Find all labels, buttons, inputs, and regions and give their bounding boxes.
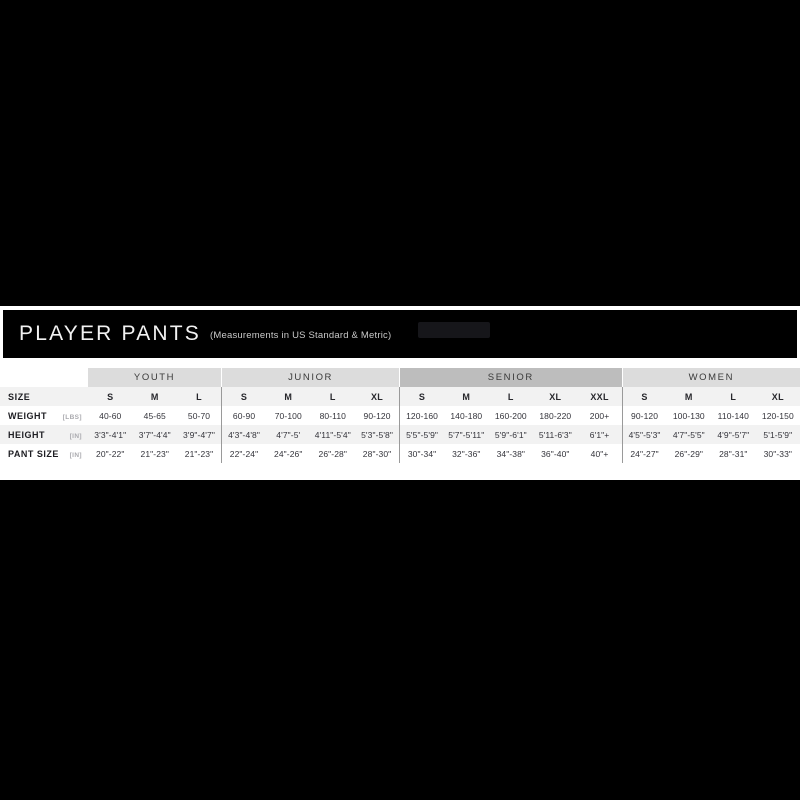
size-header-youth-m: M xyxy=(132,387,177,406)
cell-weight-senior-l: 160-200 xyxy=(488,406,534,425)
page-subtitle: (Measurements in US Standard & Metric) xyxy=(210,329,392,341)
cell-weight-senior-xl: 180-220 xyxy=(533,406,578,425)
size-header-youth-l: L xyxy=(177,387,222,406)
cell-pant-size-junior-xl: 28"-30" xyxy=(355,444,400,463)
size-header-women-l: L xyxy=(711,387,756,406)
cell-height-senior-s: 5'5"-5'9" xyxy=(399,425,445,444)
cell-height-women-s: 4'5"-5'3" xyxy=(621,425,667,444)
group-header-women: WOMEN xyxy=(621,368,800,387)
size-header-youth-s: S xyxy=(88,387,133,406)
size-header-senior-xxl: XXL xyxy=(577,387,623,406)
size-header-junior-s: S xyxy=(221,387,267,406)
size-header-row: SIZE S M L S M L XL S M L XL XXL S M L XL xyxy=(0,387,800,406)
row-label-unit: [IN] xyxy=(69,451,82,459)
cell-height-senior-m: 5'7"-5'11" xyxy=(444,425,489,444)
cell-pant-size-youth-s: 20"-22" xyxy=(88,444,133,463)
group-header-spacer xyxy=(0,368,88,387)
size-chart-table: YOUTH JUNIOR SENIOR WOMEN SIZE S M L S M L XL S M L XL… xyxy=(0,368,800,463)
size-header-women-m: M xyxy=(666,387,712,406)
row-label-pant-size: PANT SIZE [IN] xyxy=(0,444,88,463)
cell-pant-size-women-xl: 30"-33" xyxy=(755,444,800,463)
cell-pant-size-youth-m: 21"-23" xyxy=(132,444,177,463)
background-top xyxy=(0,0,800,306)
cell-pant-size-junior-s: 22"-24" xyxy=(221,444,267,463)
table-row: WEIGHT [LBS] 40-60 45-65 50-70 60-90 70-100 80-… xyxy=(0,406,800,425)
cell-weight-youth-l: 50-70 xyxy=(177,406,222,425)
background-bottom xyxy=(0,480,800,800)
cell-height-senior-l: 5'9"-6'1" xyxy=(488,425,534,444)
title-artifact xyxy=(418,322,490,338)
size-header-senior-xl: XL xyxy=(533,387,578,406)
table-row: HEIGHT [IN] 3'3"-4'1" 3'7"-4'4" 3'9"-4'7" 4'3… xyxy=(0,425,800,444)
cell-weight-junior-l: 80-110 xyxy=(310,406,356,425)
cell-weight-senior-s: 120-160 xyxy=(399,406,445,425)
cell-height-senior-xxl: 6'1"+ xyxy=(577,425,623,444)
row-label-unit: [LBS] xyxy=(62,413,82,421)
row-label-weight: WEIGHT [LBS] xyxy=(0,406,88,425)
cell-weight-women-xl: 120-150 xyxy=(755,406,800,425)
cell-pant-size-women-m: 26"-29" xyxy=(666,444,712,463)
size-header-senior-l: L xyxy=(488,387,534,406)
size-header-women-s: S xyxy=(621,387,667,406)
cell-height-youth-m: 3'7"-4'4" xyxy=(132,425,177,444)
cell-weight-senior-m: 140-180 xyxy=(444,406,489,425)
cell-pant-size-junior-m: 24"-26" xyxy=(266,444,311,463)
cell-weight-women-l: 110-140 xyxy=(711,406,756,425)
cell-height-women-xl: 5'1-5'9" xyxy=(755,425,800,444)
cell-height-junior-m: 4'7"-5' xyxy=(266,425,311,444)
cell-pant-size-women-s: 24"-27" xyxy=(621,444,667,463)
cell-pant-size-youth-l: 21"-23" xyxy=(177,444,222,463)
size-column-header: SIZE xyxy=(0,387,88,406)
cell-height-youth-l: 3'9"-4'7" xyxy=(177,425,222,444)
title-bar: PLAYER PANTS (Measurements in US Standar… xyxy=(3,310,797,358)
cell-height-women-l: 4'9"-5'7" xyxy=(711,425,756,444)
table-head: YOUTH JUNIOR SENIOR WOMEN SIZE S M L S M L XL S M L XL… xyxy=(0,368,800,406)
cell-pant-size-senior-xl: 36"-40" xyxy=(533,444,578,463)
cell-weight-junior-s: 60-90 xyxy=(221,406,267,425)
cell-height-senior-xl: 5'11-6'3" xyxy=(533,425,578,444)
size-header-junior-xl: XL xyxy=(355,387,400,406)
group-header-senior: SENIOR xyxy=(399,368,623,387)
table-body: WEIGHT [LBS] 40-60 45-65 50-70 60-90 70-100 80-… xyxy=(0,406,800,463)
cell-pant-size-women-l: 28"-31" xyxy=(711,444,756,463)
cell-weight-youth-s: 40-60 xyxy=(88,406,133,425)
group-header-youth: YOUTH xyxy=(88,368,222,387)
cell-height-junior-l: 4'11"-5'4" xyxy=(310,425,356,444)
cell-height-women-m: 4'7"-5'5" xyxy=(666,425,712,444)
cell-weight-women-s: 90-120 xyxy=(621,406,667,425)
row-label-unit: [IN] xyxy=(69,432,82,440)
row-label-text: HEIGHT xyxy=(8,429,46,440)
size-header-senior-m: M xyxy=(444,387,489,406)
cell-pant-size-senior-l: 34"-38" xyxy=(488,444,534,463)
cell-weight-women-m: 100-130 xyxy=(666,406,712,425)
size-header-women-xl: XL xyxy=(755,387,800,406)
cell-pant-size-senior-xxl: 40"+ xyxy=(577,444,623,463)
size-header-junior-m: M xyxy=(266,387,311,406)
size-header-junior-l: L xyxy=(310,387,356,406)
group-header-junior: JUNIOR xyxy=(221,368,400,387)
cell-weight-senior-xxl: 200+ xyxy=(577,406,623,425)
table-row: PANT SIZE [IN] 20"-22" 21"-23" 21"-23" 22"-24… xyxy=(0,444,800,463)
cell-height-junior-s: 4'3"-4'8" xyxy=(221,425,267,444)
size-chart-table-wrapper: YOUTH JUNIOR SENIOR WOMEN SIZE S M L S M L XL S M L XL… xyxy=(0,368,800,463)
content-sheet: PLAYER PANTS (Measurements in US Standar… xyxy=(0,306,800,480)
cell-weight-junior-m: 70-100 xyxy=(266,406,311,425)
cell-weight-youth-m: 45-65 xyxy=(132,406,177,425)
cell-weight-junior-xl: 90-120 xyxy=(355,406,400,425)
page-title: PLAYER PANTS xyxy=(19,322,202,345)
cell-pant-size-senior-m: 32"-36" xyxy=(444,444,489,463)
cell-pant-size-junior-l: 26"-28" xyxy=(310,444,356,463)
cell-height-junior-xl: 5'3"-5'8" xyxy=(355,425,400,444)
row-label-text: WEIGHT xyxy=(8,410,47,421)
cell-pant-size-senior-s: 30"-34" xyxy=(399,444,445,463)
group-header-row: YOUTH JUNIOR SENIOR WOMEN xyxy=(0,368,800,387)
size-header-senior-s: S xyxy=(399,387,445,406)
row-label-text: PANT SIZE xyxy=(8,448,59,459)
row-label-height: HEIGHT [IN] xyxy=(0,425,88,444)
cell-height-youth-s: 3'3"-4'1" xyxy=(88,425,133,444)
